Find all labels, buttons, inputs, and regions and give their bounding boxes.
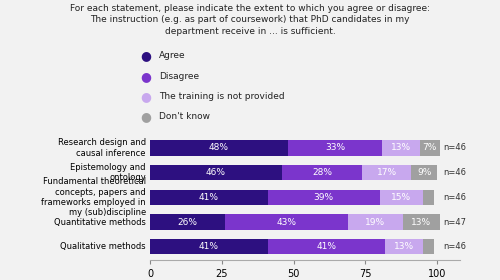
Bar	[150, 140, 288, 156]
Text: 33%: 33%	[325, 143, 345, 153]
Text: ●: ●	[140, 50, 151, 62]
Text: Don't know: Don't know	[159, 112, 210, 121]
Bar	[150, 214, 224, 230]
Text: ●: ●	[140, 70, 151, 83]
Text: 39%: 39%	[314, 193, 334, 202]
Text: For each statement, please indicate the extent to which you agree or disagree:: For each statement, please indicate the …	[70, 4, 430, 13]
Text: 43%: 43%	[276, 218, 296, 227]
Text: Agree: Agree	[159, 52, 186, 60]
Bar	[382, 140, 420, 156]
Bar	[422, 239, 434, 255]
Text: The instruction (e.g. as part of coursework) that PhD candidates in my: The instruction (e.g. as part of coursew…	[90, 15, 410, 24]
Bar	[386, 239, 422, 255]
Bar	[150, 239, 268, 255]
Text: 46%: 46%	[206, 168, 226, 177]
Bar	[362, 165, 411, 180]
Text: 13%: 13%	[394, 242, 414, 251]
Bar	[402, 214, 440, 230]
Text: 17%: 17%	[376, 168, 397, 177]
Text: 13%: 13%	[391, 143, 411, 153]
Bar	[348, 214, 403, 230]
Text: n=46: n=46	[443, 143, 466, 153]
Bar	[268, 239, 386, 255]
Bar	[150, 165, 282, 180]
Bar	[150, 190, 268, 205]
Text: 41%: 41%	[316, 242, 336, 251]
Bar	[420, 140, 440, 156]
Text: n=46: n=46	[443, 242, 466, 251]
Bar	[282, 165, 362, 180]
Text: 9%: 9%	[417, 168, 432, 177]
Text: department receive in ... is sufficient.: department receive in ... is sufficient.	[164, 27, 336, 36]
Text: 41%: 41%	[199, 242, 219, 251]
Text: n=46: n=46	[443, 193, 466, 202]
Text: n=47: n=47	[443, 218, 466, 227]
Text: Disagree: Disagree	[159, 72, 199, 81]
Bar	[224, 214, 348, 230]
Text: 15%: 15%	[391, 193, 411, 202]
Text: The training is not provided: The training is not provided	[159, 92, 284, 101]
Text: ●: ●	[140, 90, 151, 103]
Bar	[380, 190, 422, 205]
Bar	[422, 190, 434, 205]
Text: 26%: 26%	[178, 218, 198, 227]
Text: ●: ●	[140, 110, 151, 123]
Text: n=46: n=46	[443, 168, 466, 177]
Bar	[268, 190, 380, 205]
Text: 41%: 41%	[199, 193, 219, 202]
Text: 48%: 48%	[209, 143, 229, 153]
Text: 13%: 13%	[411, 218, 432, 227]
Text: 19%: 19%	[366, 218, 386, 227]
Bar	[411, 165, 437, 180]
Bar	[288, 140, 382, 156]
Text: 7%: 7%	[422, 143, 437, 153]
Text: 28%: 28%	[312, 168, 332, 177]
